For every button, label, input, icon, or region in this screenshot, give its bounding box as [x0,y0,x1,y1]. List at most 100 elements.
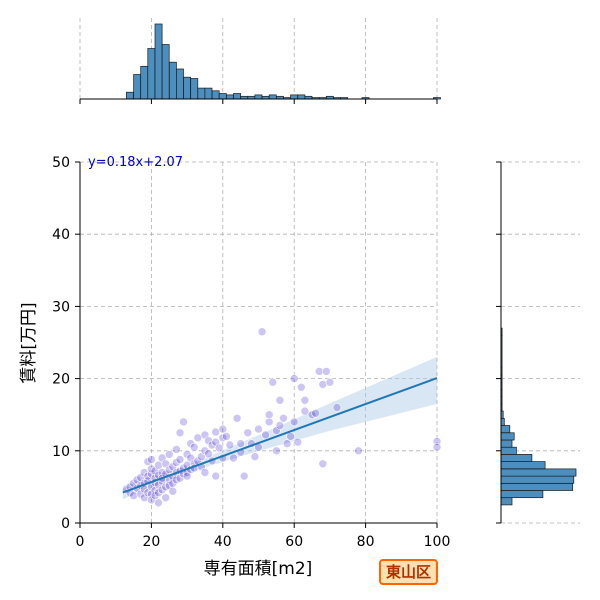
right-hist-bar [500,446,517,455]
right-histogram [496,161,577,524]
scatter-point [182,471,192,481]
regression-line [122,377,438,494]
scatter-point [272,446,281,456]
top-hist-bar [290,94,299,100]
scatter-point [172,458,181,467]
scatter-point [250,452,260,461]
top-hist-bar [147,48,156,100]
scatter-point [147,469,156,479]
scatter-point [264,410,274,420]
scatter-point [314,367,324,376]
scatter-point [239,471,249,481]
scatter-point [311,408,320,418]
scatter-point [307,410,317,420]
scatter-point [189,442,199,452]
scatter-point [204,436,213,446]
scatter-point [200,446,210,456]
y-tick-label: 0 [61,516,70,532]
scatter-point [154,460,163,470]
scatter-point [154,498,163,508]
top-hist-bar [154,23,163,100]
scatter-point [129,491,138,500]
right-hist-bar [500,432,515,441]
scatter-point [300,395,310,405]
scatter-point [147,455,156,464]
scatter-point [279,413,288,423]
x-tick-label: 100 [424,534,451,550]
scatter-point [211,471,220,481]
scatter-point [168,486,178,496]
grid-layer [79,18,580,524]
top-hist-bar [140,65,149,100]
scatter-point [325,377,335,387]
scatter-point [157,485,167,495]
scatter-point [289,374,299,383]
x-tick-label: 80 [357,534,375,550]
top-hist-bar [254,94,263,100]
scatter-point [140,468,149,477]
scatter-point [243,428,253,438]
right-hist-bar [500,482,574,491]
x-axis-title: 専有面積[m2] [204,559,313,579]
scatter-layer [122,327,442,508]
scatter-point [150,491,160,500]
y-tick-label: 30 [52,299,70,315]
scatter-point [129,478,138,488]
top-hist-bar [161,44,170,100]
scatter-point [321,367,331,376]
right-hist-bar [500,425,511,434]
area-badge: 東山区 [379,559,439,585]
scatter-point [332,403,342,412]
top-hist-bar [204,87,213,100]
x-tick-label: 20 [142,534,160,550]
scatter-point [318,459,328,469]
top-hist-bar [218,93,227,100]
right-hist-bar [500,461,546,470]
scatter-point [140,493,149,503]
regression-line-layer [122,377,438,494]
top-hist-bar [197,87,206,100]
scatter-point [257,327,267,337]
scatter-point [286,432,295,441]
scatter-point [193,433,203,443]
top-hist-bar [133,74,142,100]
right-hist-bar [500,468,577,477]
axis-layer: 0 20 40 60 80 100 0 10 20 30 40 50 [52,155,450,550]
right-hist-bar [500,475,575,484]
scatter-point [229,453,238,463]
top-hist-bar [233,93,241,100]
top-histogram [79,23,441,104]
x-tick-label: 60 [285,534,303,550]
scatter-point [175,428,185,438]
scatter-point [211,427,220,437]
scatter-point [300,406,310,416]
scatter-point [261,430,270,440]
top-hist-bar [268,94,277,100]
top-hist-bar [226,94,234,100]
scatter-point [275,395,285,405]
scatter-point [214,443,224,453]
regression-equation-label: y=0.18x+2.07 [88,155,183,170]
scatter-point [136,489,145,499]
right-hist-bar [500,439,513,448]
scatter-point [175,473,185,483]
scatter-point [222,432,231,441]
scatter-point [172,445,181,454]
right-hist-bar [500,454,533,462]
scatter-point [161,493,170,503]
top-hist-bar [168,61,177,100]
scatter-point [236,439,245,448]
scatter-point [232,413,242,423]
scatter-point [218,424,228,434]
x-tick-label: 40 [214,534,232,550]
scatter-point [354,446,363,456]
y-tick-label: 40 [52,227,70,243]
scatter-point [254,424,263,434]
scatter-point [179,417,188,427]
y-tick-label: 20 [52,372,70,388]
scatter-point [154,488,163,498]
top-hist-bar [190,78,199,100]
top-hist-bar [183,76,191,100]
scatter-point [225,440,235,450]
